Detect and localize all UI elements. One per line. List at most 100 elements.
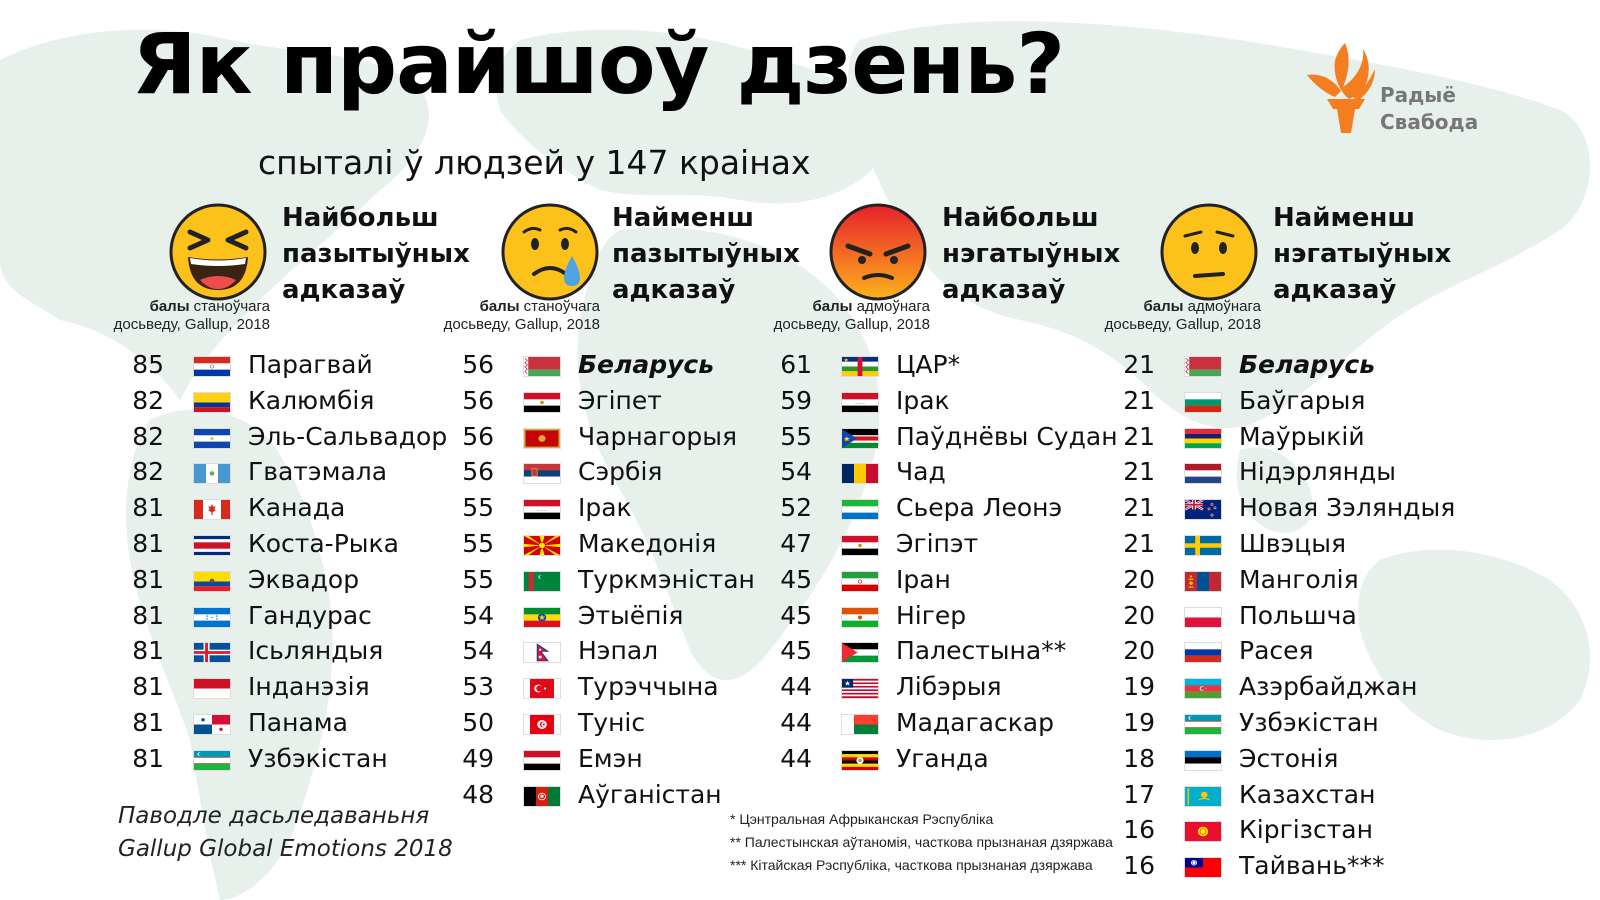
flag-egypt-icon bbox=[523, 391, 561, 413]
source-line-2: Gallup Global Emotions 2018 bbox=[118, 836, 453, 862]
flag-uzbekistan-icon bbox=[193, 749, 231, 771]
flag-belarus-icon bbox=[523, 356, 561, 377]
score-note-bold: балы bbox=[479, 298, 520, 315]
score-note-line-2: досьведу, Gallup, 2018 bbox=[1104, 316, 1261, 333]
flag-costarica-icon bbox=[193, 534, 231, 556]
country-name: Эстонія bbox=[1239, 743, 1339, 773]
column-least-negative: Найменш нэгатыўных адказаў балы адмоўнага до… bbox=[1105, 200, 1469, 900]
score-value: 49 bbox=[462, 743, 494, 773]
score-value: 56 bbox=[462, 457, 494, 487]
country-name: Кіргізстан bbox=[1239, 815, 1373, 845]
category-label-line: Найбольш bbox=[282, 203, 439, 233]
flag-montenegro-icon bbox=[523, 427, 561, 449]
footnote-1: * Цэнтральная Афрыканская Рэспубліка bbox=[730, 811, 994, 827]
country-name: Маўрыкій bbox=[1239, 421, 1365, 451]
country-name: Панама bbox=[248, 707, 348, 737]
table-row: 81 Інданэзія bbox=[118, 670, 478, 706]
column-header: Найменш нэгатыўных адказаў балы адмоўнага до… bbox=[1105, 200, 1469, 350]
table-row: 21 Беларусь bbox=[1109, 348, 1469, 384]
country-name: Гандурас bbox=[248, 600, 372, 630]
country-name: Коста-Рыка bbox=[248, 528, 399, 558]
table-row: 50 Туніс bbox=[448, 706, 808, 742]
country-name: Чад bbox=[896, 457, 946, 487]
score-value: 21 bbox=[1123, 493, 1155, 523]
category-label-line: адказаў bbox=[612, 275, 736, 305]
table-row: 82 Гватэмала bbox=[118, 455, 478, 491]
score-value: 44 bbox=[780, 707, 812, 737]
country-name: Эль-Сальвадор bbox=[248, 421, 448, 451]
country-name: Новая Зэляндыя bbox=[1239, 493, 1456, 523]
country-name: Гватэмала bbox=[248, 457, 388, 487]
ranking-list: 56 Беларусь 56 Эгіпет 56 Чарнагорыя 56 Сэрбія 55… bbox=[448, 348, 808, 813]
table-row: 55 Паўднёвы Судан bbox=[766, 420, 1126, 456]
score-value: 21 bbox=[1123, 457, 1155, 487]
country-name: Чарнагорыя bbox=[578, 421, 738, 451]
country-name: ЦАР* bbox=[896, 350, 961, 379]
country-name: Македонія bbox=[578, 528, 717, 558]
score-value: 82 bbox=[132, 421, 164, 451]
column-header: Найбольш пазытыўных адказаў балы станоўчага… bbox=[114, 200, 478, 350]
source-line-1: Паводле дасьледаваньня bbox=[118, 803, 430, 829]
score-value: 81 bbox=[132, 600, 164, 630]
column-most-negative: Найбольш нэгатыўных адказаў балы адмоўнага д… bbox=[766, 200, 1126, 900]
score-value: 16 bbox=[1123, 815, 1155, 845]
country-name: Турэччына bbox=[578, 672, 719, 702]
table-row: 81 Панама bbox=[118, 706, 478, 742]
score-value: 81 bbox=[132, 564, 164, 594]
score-value: 21 bbox=[1123, 421, 1155, 451]
table-row: 82 Эль-Сальвадор bbox=[118, 420, 478, 456]
page-subtitle: спыталі ў людзей у 147 краінах bbox=[258, 143, 811, 182]
flag-uzbekistan-icon bbox=[1184, 713, 1222, 735]
flag-kyrgyzstan-icon bbox=[1184, 821, 1222, 843]
flag-egypt-icon bbox=[841, 534, 879, 556]
table-row: 53 Турэччына bbox=[448, 670, 808, 706]
score-value: 16 bbox=[1123, 851, 1155, 881]
table-row: 56 Эгіпет bbox=[448, 384, 808, 420]
table-row: 81 Эквадор bbox=[118, 563, 478, 599]
score-value: 81 bbox=[132, 528, 164, 558]
score-value: 44 bbox=[780, 672, 812, 702]
country-name: Эгіпэт bbox=[896, 528, 979, 558]
table-row: 81 Гандурас bbox=[118, 599, 478, 635]
score-note-rest: адмоўнага bbox=[852, 298, 930, 315]
table-row: 85 Парагвай bbox=[118, 348, 478, 384]
flag-nepal-icon bbox=[523, 642, 561, 664]
logo-line-1: Радыё bbox=[1380, 83, 1456, 107]
country-name: Эквадор bbox=[248, 564, 360, 594]
country-name: Інданэзія bbox=[248, 672, 370, 702]
flag-canada-icon bbox=[193, 499, 231, 521]
country-name: Сэрбія bbox=[578, 457, 663, 487]
country-name: Нідэрлянды bbox=[1239, 457, 1397, 487]
country-name: Беларусь bbox=[578, 350, 715, 379]
flag-mongolia-icon bbox=[1184, 570, 1222, 592]
country-name: Нэпал bbox=[578, 636, 659, 666]
country-name: Казахстан bbox=[1239, 779, 1376, 809]
table-row: 19 Узбэкістан bbox=[1109, 706, 1469, 742]
flag-bulgaria-icon bbox=[1184, 391, 1222, 413]
table-row: 18 Эстонія bbox=[1109, 742, 1469, 778]
flag-madagascar-icon bbox=[841, 713, 879, 735]
flag-tunisia-icon bbox=[523, 713, 561, 735]
flag-estonia-icon bbox=[1184, 749, 1222, 771]
score-value: 17 bbox=[1123, 779, 1155, 809]
score-value: 20 bbox=[1123, 636, 1155, 666]
flag-mauritius-icon bbox=[1184, 427, 1222, 449]
country-name: Іран bbox=[896, 564, 951, 594]
country-name: Мадагаскар bbox=[896, 707, 1054, 737]
table-row: 81 Ісьляндыя bbox=[118, 634, 478, 670]
flag-serbia-icon bbox=[523, 463, 561, 485]
category-label-line: адказаў bbox=[1273, 275, 1397, 305]
score-value: 21 bbox=[1123, 350, 1155, 379]
category-label: Найменш пазытыўных адказаў bbox=[612, 200, 800, 308]
flag-chad-icon bbox=[841, 463, 879, 485]
table-row: 21 Новая Зэляндыя bbox=[1109, 491, 1469, 527]
score-value: 61 bbox=[780, 350, 812, 379]
flag-palestine-icon bbox=[841, 642, 879, 664]
country-name: Ісьляндыя bbox=[248, 636, 384, 666]
category-label-line: адказаў bbox=[282, 275, 406, 305]
score-value: 54 bbox=[462, 636, 494, 666]
flag-guatemala-icon bbox=[193, 463, 231, 485]
score-value: 19 bbox=[1123, 672, 1155, 702]
category-label-line: нэгатыўных bbox=[942, 239, 1121, 269]
table-row: 21 Нідэрлянды bbox=[1109, 455, 1469, 491]
